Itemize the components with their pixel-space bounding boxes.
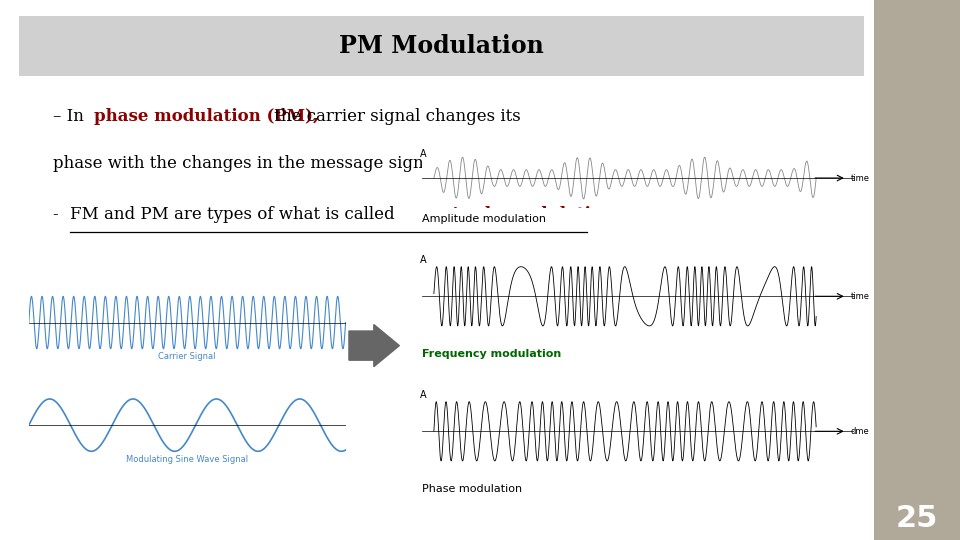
- Text: -: -: [53, 206, 64, 222]
- Text: time: time: [851, 173, 870, 183]
- Text: the carrier signal changes its: the carrier signal changes its: [269, 108, 521, 125]
- Text: Frequency modulation: Frequency modulation: [422, 349, 562, 359]
- Text: – In: – In: [53, 108, 89, 125]
- Text: A: A: [420, 390, 426, 400]
- Text: PM Modulation: PM Modulation: [339, 34, 544, 58]
- Text: phase modulation (PM),: phase modulation (PM),: [93, 108, 319, 125]
- Text: Angle modulation.: Angle modulation.: [448, 206, 620, 222]
- Text: Amplitude modulation: Amplitude modulation: [422, 214, 546, 224]
- Text: Modulating Sine Wave Signal: Modulating Sine Wave Signal: [126, 455, 249, 464]
- Text: phase with the changes in the message signal amplitude.: phase with the changes in the message si…: [53, 154, 534, 172]
- Text: FM and PM are types of what is called: FM and PM are types of what is called: [70, 206, 399, 222]
- Text: 25: 25: [896, 504, 938, 533]
- Text: A: A: [420, 255, 426, 265]
- Text: Carrier Signal: Carrier Signal: [158, 352, 216, 361]
- Text: A: A: [420, 148, 426, 159]
- Text: dme: dme: [851, 427, 870, 436]
- Text: time: time: [851, 292, 870, 301]
- Text: Phase modulation: Phase modulation: [422, 484, 522, 494]
- FancyArrow shape: [349, 325, 399, 367]
